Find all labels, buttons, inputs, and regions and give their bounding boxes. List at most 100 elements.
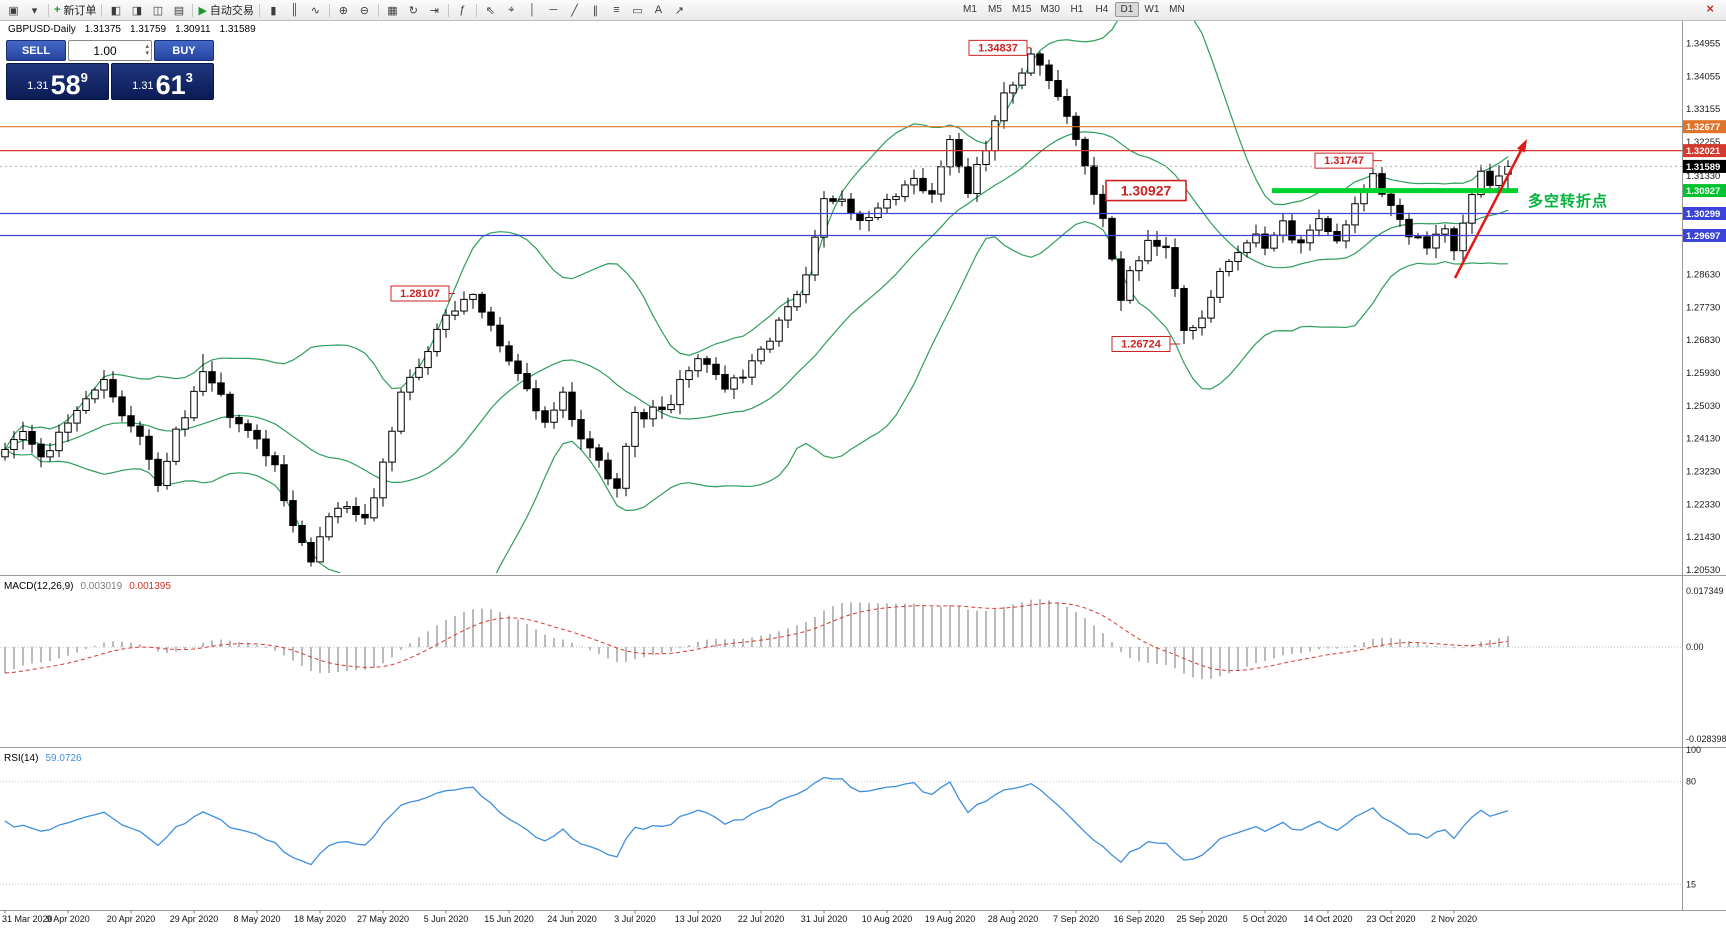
crosshair-icon: ⌖ [508,3,515,16]
price-callout[interactable] [968,39,1028,56]
price-callout[interactable] [1314,152,1374,169]
toolbar-separator [475,3,477,17]
macd-plot [4,599,1509,680]
svg-text:2 Nov 2020: 2 Nov 2020 [1431,914,1477,924]
open-value: 1.31375 [84,24,121,35]
trade-panel-prices: 1.31 58 9 1.31 61 3 [6,63,214,100]
buy-price-button[interactable]: 1.31 61 3 [111,63,214,100]
chart-shift-icon[interactable]: ⇥ [424,1,445,19]
svg-text:1.20530: 1.20530 [1686,565,1720,576]
tile-windows-icon[interactable]: ▦ [382,1,403,19]
svg-text:1.34837: 1.34837 [978,42,1018,54]
autotrading-button-label: 自动交易 [209,5,254,17]
turning-point-annotation[interactable]: 多空转折点 [1528,193,1609,210]
volume-input[interactable]: 1.00 ▴ ▾ [68,40,152,61]
navigator-icon[interactable]: ◫ [147,1,168,19]
equidistant-channel-icon[interactable]: ∥ [585,1,606,19]
text-icon[interactable]: A [648,1,669,19]
timeframe-group: M1 M5 M15 M30 H1 H4 D1 W1 MN [958,2,1189,17]
close-chart-icon[interactable]: × [1706,1,1714,16]
svg-text:1.31330: 1.31330 [1686,171,1720,182]
timeframe-d1[interactable]: D1 [1114,2,1139,17]
indicators-icon[interactable]: ƒ [452,1,473,19]
timeframe-m30[interactable]: M30 [1040,4,1060,15]
timeframe-w1[interactable]: W1 [1144,4,1160,15]
sell-price-button[interactable]: 1.31 58 9 [6,63,109,100]
rsi-label: RSI(14) 59.0726 [4,753,82,764]
candlestick-chart-icon[interactable]: ▮ [263,1,284,19]
svg-text:1.30927: 1.30927 [1121,183,1172,199]
volume-up-icon[interactable]: ▴ [145,43,149,50]
timeframe-m5[interactable]: M5 [988,4,1002,15]
fibonacci-icon[interactable]: ≡ [606,1,627,19]
trade-panel-controls: SELL 1.00 ▴ ▾ BUY [6,40,214,61]
shapes-icon[interactable]: ▭ [627,1,648,19]
bar-chart-icon[interactable]: ║ [284,1,305,19]
trendline-icon[interactable]: ╱ [564,1,585,19]
market-watch-icon[interactable]: ◧ [105,1,126,19]
terminal-icon[interactable]: ▤ [168,1,189,19]
bar-chart-icon: ║ [290,4,299,16]
svg-text:1.30299: 1.30299 [1686,209,1720,220]
price-callout[interactable] [1111,335,1171,352]
data-window-icon[interactable]: ◨ [126,1,147,19]
line-chart-icon[interactable]: ∿ [305,1,326,19]
cursor-icon[interactable]: ⇖ [480,1,501,19]
price-callout[interactable] [390,285,450,302]
price-axis: 1.34955 1.34055 1.33155 1.32255 1.31330 1.286… [1683,39,1726,889]
macd-signal-value: 0.001395 [129,581,171,592]
svg-text:1.25930: 1.25930 [1686,368,1720,379]
toolbar-separator [447,3,449,17]
svg-text:80: 80 [1686,777,1696,787]
new-order-button[interactable]: + 新订单 [52,1,98,19]
svg-text:27 May 2020: 27 May 2020 [357,914,409,924]
text-icon: A [654,4,663,16]
horizontal-line-icon: ─ [549,4,558,16]
arrow-tool-icon[interactable]: ↗ [669,1,690,19]
chart-objects: 1.34837 1.31747 1.30927 1.28107 1.26724 [0,39,1682,352]
zoom-out-icon[interactable]: ⊖ [354,1,375,19]
timeframe-h4[interactable]: H4 [1095,4,1109,15]
zoom-in-icon[interactable]: ⊕ [333,1,354,19]
timeframe-m1[interactable]: M1 [963,4,977,15]
toolbar-separator [328,3,330,17]
high-value: 1.31759 [129,24,167,35]
svg-text:1.23230: 1.23230 [1686,467,1720,478]
sell-button[interactable]: SELL [6,40,66,61]
svg-text:15 Jun 2020: 15 Jun 2020 [484,914,534,924]
auto-scroll-icon[interactable]: ↻ [403,1,424,19]
sell-price-base: 1.31 [27,80,49,92]
svg-text:18 May 2020: 18 May 2020 [294,914,346,924]
symbol-period-label: GBPUSD-Daily [8,24,76,35]
timeframe-m15[interactable]: M15 [1012,4,1032,15]
trend-arrow[interactable] [1453,145,1525,279]
svg-text:1.34955: 1.34955 [1686,39,1720,50]
autotrading-button[interactable]: ▶ 自动交易 [196,1,255,19]
crosshair-icon[interactable]: ⌖ [501,1,522,19]
profiles-icon[interactable]: ▾ [24,1,45,19]
horizontal-line-icon[interactable]: ─ [543,1,564,19]
candlestick-chart-icon: ▮ [270,4,277,17]
autotrading-play-icon: ▶ [198,4,207,17]
svg-text:29 Apr 2020: 29 Apr 2020 [170,914,219,924]
svg-text:14 Oct 2020: 14 Oct 2020 [1303,914,1352,924]
svg-text:5 Jun 2020: 5 Jun 2020 [424,914,469,924]
trendline-icon: ╱ [571,4,578,17]
timeframe-mn[interactable]: MN [1169,4,1185,15]
volume-down-icon[interactable]: ▾ [145,50,149,57]
trend-arrow-head [1517,139,1527,153]
timeframe-h1[interactable]: H1 [1070,4,1084,15]
price-callout[interactable] [1105,179,1187,202]
buy-button[interactable]: BUY [154,40,214,61]
new-chart-icon[interactable]: ▣ [3,1,24,19]
price-tag [1683,144,1726,158]
chart-shift-icon: ⇥ [429,4,440,17]
vertical-line-icon[interactable]: │ [522,1,543,19]
zoom-out-icon: ⊖ [359,4,370,17]
vertical-line-icon: │ [528,4,536,16]
toolbar: ▣ ▾ + 新订单 ◧ ◨ ◫ ▤ ▶ 自动交易 ▮ ║ ∿ ⊕ ⊖ ▦ ↻ ⇥ ƒ ⇖ ⌖ │ ─ ╱ ∥ ≡ ▭ A ↗ M1 M5 M… [0,0,1726,21]
svg-text:1.21430: 1.21430 [1686,532,1720,543]
svg-text:1.34055: 1.34055 [1686,71,1720,82]
profiles-icon: ▾ [31,4,38,17]
